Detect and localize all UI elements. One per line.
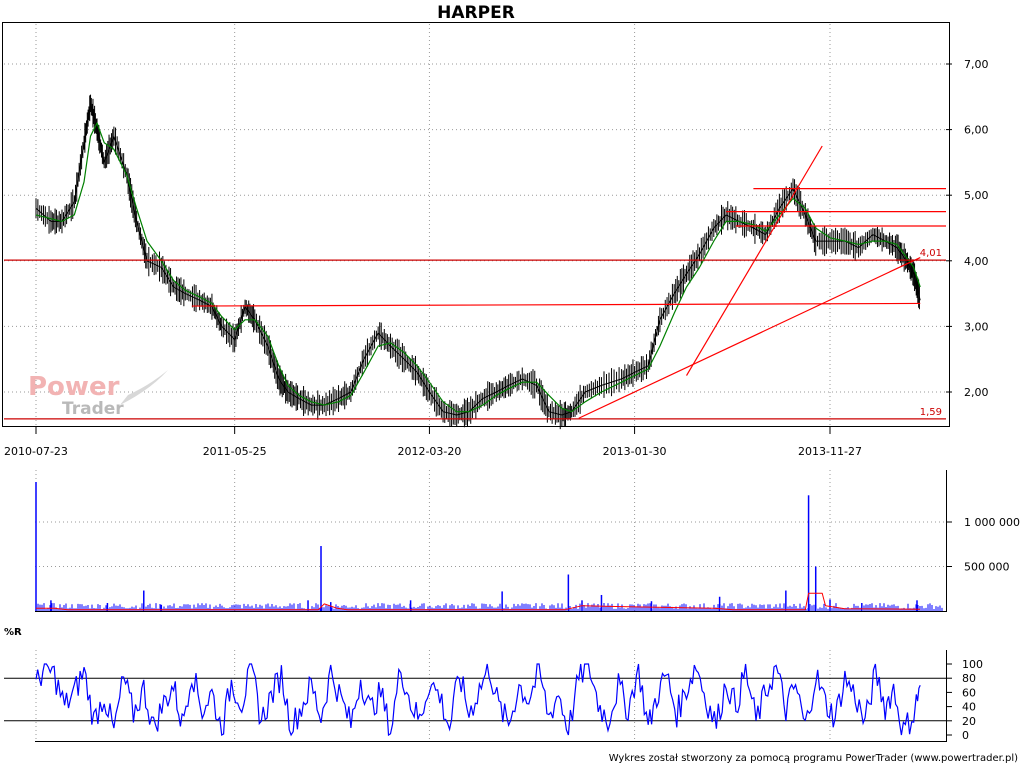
trendline (578, 256, 921, 419)
price-panel-frame (2, 22, 950, 427)
williams-r-line (35, 663, 921, 737)
oscillator-tick-label: 60 (962, 686, 976, 699)
price-line (35, 102, 921, 416)
logo-swoosh (120, 370, 168, 405)
trendline (686, 145, 823, 376)
x-tick-label: 2012-03-20 (397, 445, 461, 458)
volume-tick-label: 1 000 000 (964, 516, 1020, 529)
x-tick-label: 2011-05-25 (203, 445, 267, 458)
y-tick-label: 7,00 (964, 58, 989, 71)
oscillator-tick-label: 0 (962, 729, 969, 742)
y-tick-label: 6,00 (964, 124, 989, 137)
level-label: 4,01 (920, 248, 942, 259)
volume-layer: 1 000 000 500 000 (35, 481, 1020, 611)
oscillator-tick-label: 20 (962, 715, 976, 728)
x-tick-label: 2013-11-27 (798, 445, 862, 458)
y-tick-label: 5,00 (964, 189, 989, 202)
y-tick-label: 2,00 (964, 386, 989, 399)
oscillator-tick-label: 80 (962, 672, 976, 685)
volume-tick-label: 500 000 (964, 561, 1010, 574)
volume-average-line (36, 592, 921, 611)
oscillator-tick-label: 100 (962, 658, 983, 671)
logo-word-power: Power (28, 372, 120, 402)
level-label: 1,59 (920, 407, 942, 418)
oscillator-tick-label: 40 (962, 701, 976, 714)
y-tick-label: 3,00 (964, 320, 989, 333)
oscillator-label: %R (4, 627, 22, 638)
logo-word-trader: Trader (62, 399, 124, 419)
trendline (191, 302, 921, 307)
y-tick-label: 4,00 (964, 255, 989, 268)
x-tick-label: 2013-01-30 (603, 445, 667, 458)
chart-title: HARPER (437, 3, 515, 23)
axis-labels: 2010-07-23 2011-05-25 2012-03-20 2013-01-30… (4, 58, 989, 458)
gridlines (4, 24, 946, 741)
price-layer (35, 94, 921, 430)
x-tick-label: 2010-07-23 (4, 445, 68, 458)
powertrader-logo: Power Trader (28, 370, 168, 419)
footer-credit: Wykres został stworzony za pomocą progra… (609, 753, 1018, 764)
trendline-layer: 4,01 1,59 (4, 145, 946, 420)
